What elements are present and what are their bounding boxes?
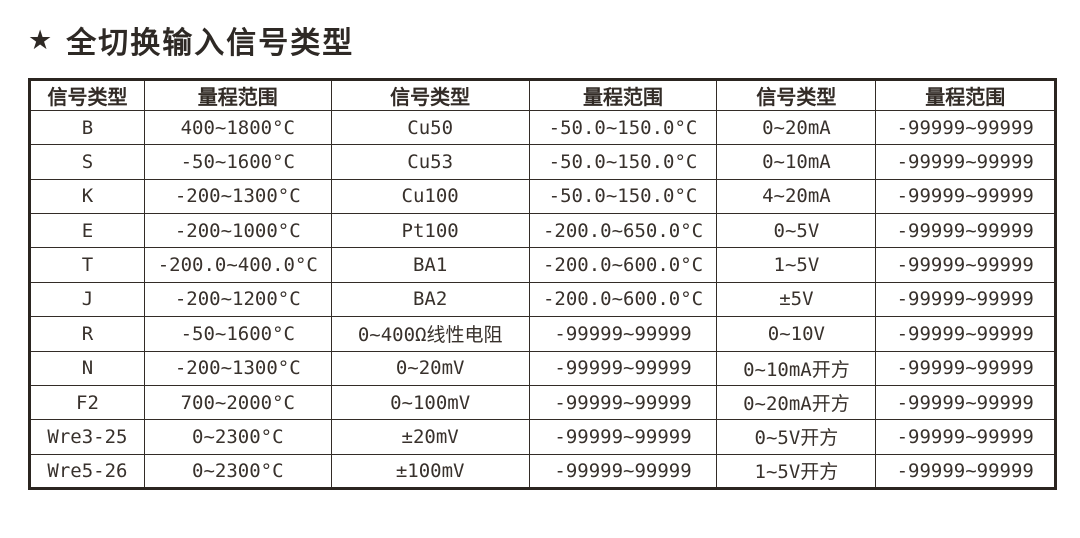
table-cell: R <box>29 316 145 352</box>
table-cell: -200~1300°C <box>143 178 332 215</box>
table-cell: K <box>29 178 145 215</box>
table-cell: Cu53 <box>330 144 530 180</box>
table-cell: -99999~99999 <box>875 144 1056 180</box>
table-cell: -50.0~150.0°C <box>528 178 718 215</box>
table-cell: 0~5V <box>716 213 877 249</box>
table-row: K -200~1300°C Cu100 -50.0~150.0°C 4~20mA -999… <box>29 178 1056 215</box>
column-header: 信号类型 <box>330 79 530 111</box>
table-cell: T <box>29 247 145 283</box>
table-row: E -200~1000°C Pt100 -200.0~650.0°C 0~5V -9999… <box>29 213 1056 249</box>
table-cell: 400~1800°C <box>143 109 332 146</box>
table-cell: -200~1000°C <box>143 213 332 249</box>
table-cell: ±5V <box>716 281 877 318</box>
table-cell: -99999~99999 <box>875 109 1056 146</box>
table-cell: 0~2300°C <box>143 419 332 455</box>
table-cell: -200~1200°C <box>143 281 332 318</box>
table-cell: -50~1600°C <box>143 144 332 180</box>
table-cell: 0~400Ω线性电阻 <box>330 316 530 352</box>
table-cell: 0~2300°C <box>143 453 332 490</box>
column-header: 量程范围 <box>143 79 332 111</box>
table-cell: Cu100 <box>330 178 530 215</box>
table-cell: Wre3-25 <box>29 419 145 455</box>
table-row: S -50~1600°C Cu53 -50.0~150.0°C 0~10mA -99999… <box>29 144 1056 180</box>
table-cell: 700~2000°C <box>143 384 332 421</box>
table-header-row: 信号类型 量程范围 信号类型 量程范围 信号类型 量程范围 <box>29 79 1056 111</box>
table-cell: Pt100 <box>330 213 530 249</box>
table-cell: -99999~99999 <box>875 316 1056 352</box>
table-cell: 0~10mA开方 <box>716 350 877 386</box>
table-row: T -200.0~400.0°C BA1 -200.0~600.0°C 1~5V -999… <box>29 247 1056 283</box>
table-cell: -200~1300°C <box>143 350 332 386</box>
table-cell: -99999~99999 <box>875 419 1056 455</box>
table-body: B 400~1800°C Cu50 -50.0~150.0°C 0~20mA -99999… <box>29 109 1056 490</box>
table-cell: Cu50 <box>330 109 530 146</box>
column-header: 信号类型 <box>716 79 877 111</box>
table-cell: -99999~99999 <box>875 453 1056 490</box>
table-cell: B <box>29 109 145 146</box>
table-cell: Wre5-26 <box>29 453 145 490</box>
table-cell: -200.0~600.0°C <box>528 281 718 318</box>
table-row: Wre5-26 0~2300°C ±100mV -99999~99999 1~5V开方 -… <box>29 453 1056 490</box>
table-cell: 0~20mV <box>330 350 530 386</box>
table-cell: 0~10V <box>716 316 877 352</box>
table-cell: E <box>29 213 145 249</box>
table-row: F2 700~2000°C 0~100mV -99999~99999 0~20mA开方 -… <box>29 384 1056 421</box>
column-header: 量程范围 <box>875 79 1056 111</box>
table-cell: ±20mV <box>330 419 530 455</box>
table-cell: N <box>29 350 145 386</box>
table-cell: ±100mV <box>330 453 530 490</box>
table-row: Wre3-25 0~2300°C ±20mV -99999~99999 0~5V开方 -9… <box>29 419 1056 455</box>
star-icon: ★ <box>28 24 53 56</box>
table-cell: -50.0~150.0°C <box>528 109 718 146</box>
table-cell: -99999~99999 <box>875 247 1056 283</box>
table-cell: -200.0~400.0°C <box>143 247 332 283</box>
table-cell: -200.0~650.0°C <box>528 213 718 249</box>
table-cell: BA1 <box>330 247 530 283</box>
table-cell: 0~100mV <box>330 384 530 421</box>
table-cell: 1~5V <box>716 247 877 283</box>
table-cell: F2 <box>29 384 145 421</box>
table-cell: 4~20mA <box>716 178 877 215</box>
table-cell: 0~20mA开方 <box>716 384 877 421</box>
table-cell: -99999~99999 <box>528 316 718 352</box>
table-cell: -50~1600°C <box>143 316 332 352</box>
table-cell: -99999~99999 <box>875 213 1056 249</box>
table-cell: -50.0~150.0°C <box>528 144 718 180</box>
table-cell: -99999~99999 <box>875 178 1056 215</box>
table-row: N -200~1300°C 0~20mV -99999~99999 0~10mA开方 -9… <box>29 350 1056 386</box>
column-header: 量程范围 <box>528 79 718 111</box>
table-row: J -200~1200°C BA2 -200.0~600.0°C ±5V -99999~9… <box>29 281 1056 318</box>
table-cell: -99999~99999 <box>528 419 718 455</box>
table-cell: -99999~99999 <box>875 350 1056 386</box>
table-cell: 0~10mA <box>716 144 877 180</box>
table-cell: -99999~99999 <box>528 384 718 421</box>
signal-type-table: 信号类型 量程范围 信号类型 量程范围 信号类型 量程范围 B 400~1800°C Cu50… <box>28 78 1057 490</box>
table-cell: 0~20mA <box>716 109 877 146</box>
table-cell: J <box>29 281 145 318</box>
table-cell: -200.0~600.0°C <box>528 247 718 283</box>
table-cell: -99999~99999 <box>875 384 1056 421</box>
table-cell: -99999~99999 <box>875 281 1056 318</box>
table-cell: BA2 <box>330 281 530 318</box>
table-cell: -99999~99999 <box>528 350 718 386</box>
column-header: 信号类型 <box>29 79 145 111</box>
table-cell: 1~5V开方 <box>716 453 877 490</box>
table-cell: -99999~99999 <box>528 453 718 490</box>
table-row: R -50~1600°C 0~400Ω线性电阻 -99999~99999 0~10V -9… <box>29 316 1056 352</box>
table-cell: 0~5V开方 <box>716 419 877 455</box>
table-row: B 400~1800°C Cu50 -50.0~150.0°C 0~20mA -99999… <box>29 109 1056 146</box>
table-cell: S <box>29 144 145 180</box>
section-title-text: 全切换输入信号类型 <box>66 26 355 61</box>
section-title: ★ 全切换输入信号类型 <box>28 18 354 62</box>
